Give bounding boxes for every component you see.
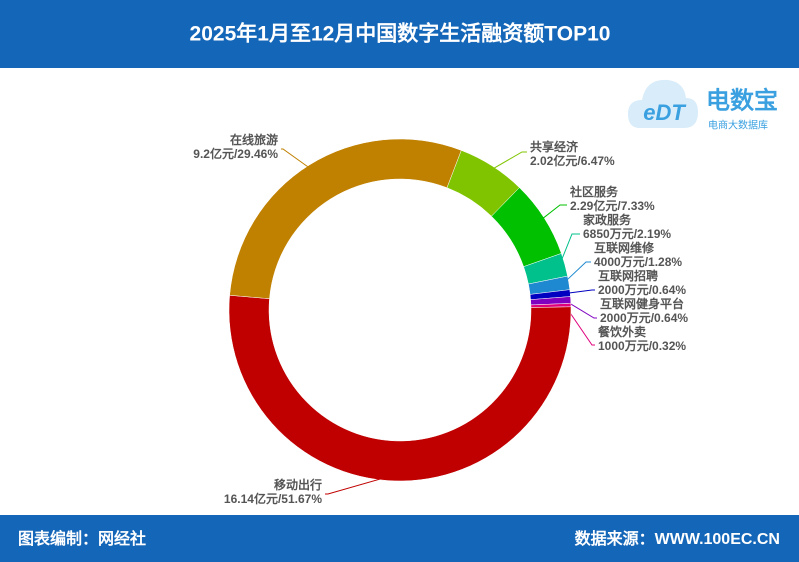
leader-line <box>488 151 527 172</box>
leader-line <box>562 261 591 285</box>
leader-line <box>564 289 595 295</box>
slice-label: 共享经济 <box>530 139 579 154</box>
slice-value-label: 6850万元/2.19% <box>583 227 671 241</box>
slice-label: 社区服务 <box>569 184 619 199</box>
header-bar <box>0 0 799 68</box>
slice-label: 餐饮外卖 <box>598 324 646 339</box>
slice-value-label: 16.14亿元/51.67% <box>224 491 322 506</box>
slice-label: 在线旅游 <box>230 132 278 147</box>
slice-label: 移动出行 <box>274 477 322 492</box>
leader-line <box>564 299 597 319</box>
slice-value-label: 2.29亿元/7.33% <box>570 198 655 213</box>
leader-line <box>281 148 313 171</box>
slice-value-label: 9.2亿元/29.46% <box>193 146 278 161</box>
leader-line <box>558 233 580 267</box>
donut-slice <box>228 294 572 482</box>
logo-subtitle: 电商大数据库 <box>708 119 768 132</box>
slice-value-label: 2.02亿元/6.47% <box>530 153 615 168</box>
footer-right: 数据来源：WWW.100EC.CN <box>575 529 780 548</box>
logo-mark: eDT <box>643 100 686 125</box>
slice-value-label: 4000万元/1.28% <box>594 255 682 269</box>
slice-label: 互联网招聘 <box>598 268 658 283</box>
leader-line <box>564 304 595 346</box>
leader-line <box>325 474 395 495</box>
donut-slice <box>229 138 462 299</box>
slice-label: 互联网维修 <box>594 240 655 255</box>
slice-label: 家政服务 <box>583 212 632 227</box>
footer-bar <box>0 515 799 562</box>
slice-label: 互联网健身平台 <box>600 296 684 311</box>
slice-value-label: 1000万元/0.32% <box>598 339 686 353</box>
logo: eDT 电数宝 电商大数据库 <box>628 79 778 132</box>
slice-value-label: 2000万元/0.64% <box>598 283 686 297</box>
slice-value-label: 2000万元/0.64% <box>600 311 688 325</box>
logo-name: 电数宝 <box>706 86 778 114</box>
chart-title: 2025年1月至12月中国数字生活融资额TOP10 <box>190 22 611 46</box>
logo-cloud <box>628 79 698 128</box>
footer-left: 图表编制：网经社 <box>18 529 146 548</box>
leader-line <box>538 204 567 222</box>
